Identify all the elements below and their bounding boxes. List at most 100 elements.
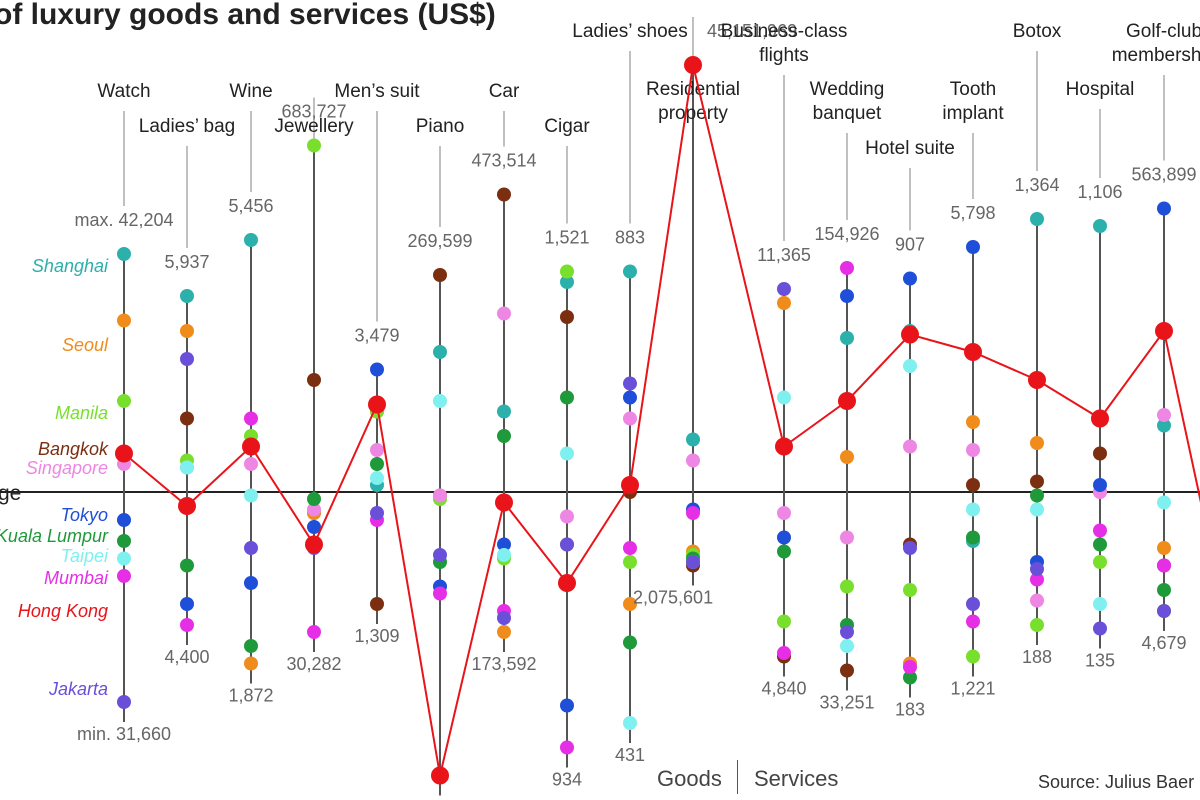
data-point-ladies-bag-kuala-lumpur (180, 558, 194, 573)
data-point-business-class-flights-singapore (777, 506, 791, 520)
data-point-ladies-bag-shanghai (180, 289, 194, 303)
data-point-jewellery-manila (307, 138, 321, 153)
hong-kong-point-14 (1028, 371, 1046, 389)
data-point-wine-jakarta (244, 541, 258, 555)
category-label-hospital: Hospital (1066, 79, 1135, 100)
min-value-label-residential-property: 2,075,601 (633, 588, 713, 608)
data-point-jewellery-kuala-lumpur (307, 492, 321, 506)
data-point-botox-seoul (1030, 436, 1044, 450)
min-value-label-car: 173,592 (471, 654, 536, 674)
hong-kong-line (123, 64, 1200, 776)
hong-kong-point-7 (558, 574, 576, 592)
data-point-car-seoul (497, 625, 511, 639)
data-point-hotel-suite-mumbai (903, 660, 917, 674)
data-point-piano-mumbai (433, 586, 447, 601)
data-point-piano-jakarta (433, 548, 447, 562)
data-point-residential-property-mumbai (686, 506, 700, 520)
max-value-label-ladies-shoes: 883 (615, 228, 645, 248)
data-point-ladies-shoes-shanghai (623, 264, 637, 279)
city-label-taipei: Taipei (61, 546, 109, 566)
data-point-golf-club-membership-taipei (1157, 495, 1171, 510)
data-point-botox-taipei (1030, 502, 1044, 517)
city-label-shanghai: Shanghai (32, 256, 109, 276)
services-label: Services (754, 766, 839, 791)
data-point-business-class-flights-kuala-lumpur (777, 544, 791, 559)
data-point-botox-shanghai (1030, 212, 1044, 226)
data-point-tooth-implant-kuala-lumpur (966, 530, 980, 545)
min-value-label-wedding-banquet: 33,251 (819, 693, 874, 713)
data-point-ladies-shoes-singapore (623, 411, 637, 426)
data-point-piano-singapore (433, 488, 447, 503)
data-point-ladies-bag-jakarta (180, 352, 194, 366)
data-point-hospital-shanghai (1093, 219, 1107, 233)
max-value-label-golf-club-membership: 563,899 (1131, 165, 1196, 185)
data-point-hotel-suite-manila (903, 583, 917, 597)
data-point-ladies-shoes-manila (623, 555, 637, 569)
data-point-tooth-implant-mumbai (966, 614, 980, 629)
data-point-wedding-banquet-manila (840, 579, 854, 594)
data-point-ladies-shoes-kuala-lumpur (623, 635, 637, 650)
data-point-ladies-bag-taipei (180, 460, 194, 475)
data-point-wine-tokyo (244, 576, 258, 590)
chart-title: of luxury goods and services (US$) (0, 0, 496, 31)
min-value-label-tooth-implant: 1,221 (950, 679, 995, 699)
min-value-label-watch: min. 31,660 (77, 724, 171, 744)
max-value-label-hospital: 1,106 (1077, 182, 1122, 202)
data-point-watch-taipei (117, 551, 131, 566)
data-point-watch-mumbai (117, 569, 131, 583)
data-point-car-shanghai (497, 404, 511, 419)
city-label-bangkok: Bangkok (38, 439, 109, 459)
max-value-label-hotel-suite: 907 (895, 235, 925, 255)
data-point-botox-kuala-lumpur (1030, 488, 1044, 503)
data-point-men-s-suit-taipei (370, 471, 384, 485)
average-label: ge (0, 482, 21, 505)
data-point-hotel-suite-taipei (903, 359, 917, 373)
data-point-car-taipei (497, 548, 511, 562)
hong-kong-point-4 (368, 395, 386, 414)
hong-kong-point-13 (964, 343, 982, 361)
max-value-label-wine: 5,456 (228, 196, 273, 216)
hong-kong-point-2 (242, 437, 260, 456)
data-point-hospital-taipei (1093, 597, 1107, 611)
data-point-hospital-kuala-lumpur (1093, 537, 1107, 552)
hong-kong-point-9 (684, 56, 702, 74)
data-point-tooth-implant-manila (966, 649, 980, 664)
data-point-cigar-mumbai (560, 740, 574, 755)
data-point-men-s-suit-jakarta (370, 506, 384, 520)
min-value-label-wine: 1,872 (228, 686, 273, 706)
data-point-hotel-suite-tokyo (903, 271, 917, 286)
data-point-hospital-manila (1093, 555, 1107, 569)
data-point-golf-club-membership-mumbai (1157, 558, 1171, 573)
city-label-manila: Manila (55, 403, 108, 423)
data-point-watch-kuala-lumpur (117, 534, 131, 548)
data-point-wedding-banquet-singapore (840, 530, 854, 545)
category-label-men-s-suit: Men’s suit (334, 81, 420, 102)
category-label-residential-property: Residential (646, 79, 740, 100)
category-label-hotel-suite: Hotel suite (865, 138, 955, 159)
max-value-label-ladies-bag: 5,937 (164, 252, 209, 272)
data-point-wine-mumbai (244, 411, 258, 426)
data-point-tooth-implant-taipei (966, 502, 980, 517)
category-label-watch: Watch (97, 81, 150, 102)
min-value-label-hotel-suite: 183 (895, 700, 925, 720)
data-point-ladies-shoes-taipei (623, 716, 637, 730)
category-label-business-class-flights: flights (759, 45, 809, 66)
hong-kong-point-10 (775, 437, 793, 456)
category-label-golf-club-membership: membership (1112, 45, 1200, 66)
city-label-seoul: Seoul (62, 335, 109, 355)
data-point-cigar-manila (560, 264, 574, 279)
data-point-ladies-shoes-mumbai (623, 541, 637, 555)
data-point-wine-shanghai (244, 233, 258, 247)
data-point-cigar-kuala-lumpur (560, 390, 574, 405)
hong-kong-point-8 (621, 476, 639, 494)
hong-kong-point-11 (838, 392, 856, 410)
data-point-cigar-taipei (560, 446, 574, 461)
city-label-mumbai: Mumbai (44, 568, 109, 588)
data-point-botox-jakarta (1030, 562, 1044, 576)
data-point-men-s-suit-kuala-lumpur (370, 457, 384, 471)
data-point-ladies-bag-mumbai (180, 618, 194, 632)
data-point-car-jakarta (497, 611, 511, 625)
hong-kong-point-15 (1091, 409, 1109, 428)
data-point-wedding-banquet-jakarta (840, 625, 854, 639)
